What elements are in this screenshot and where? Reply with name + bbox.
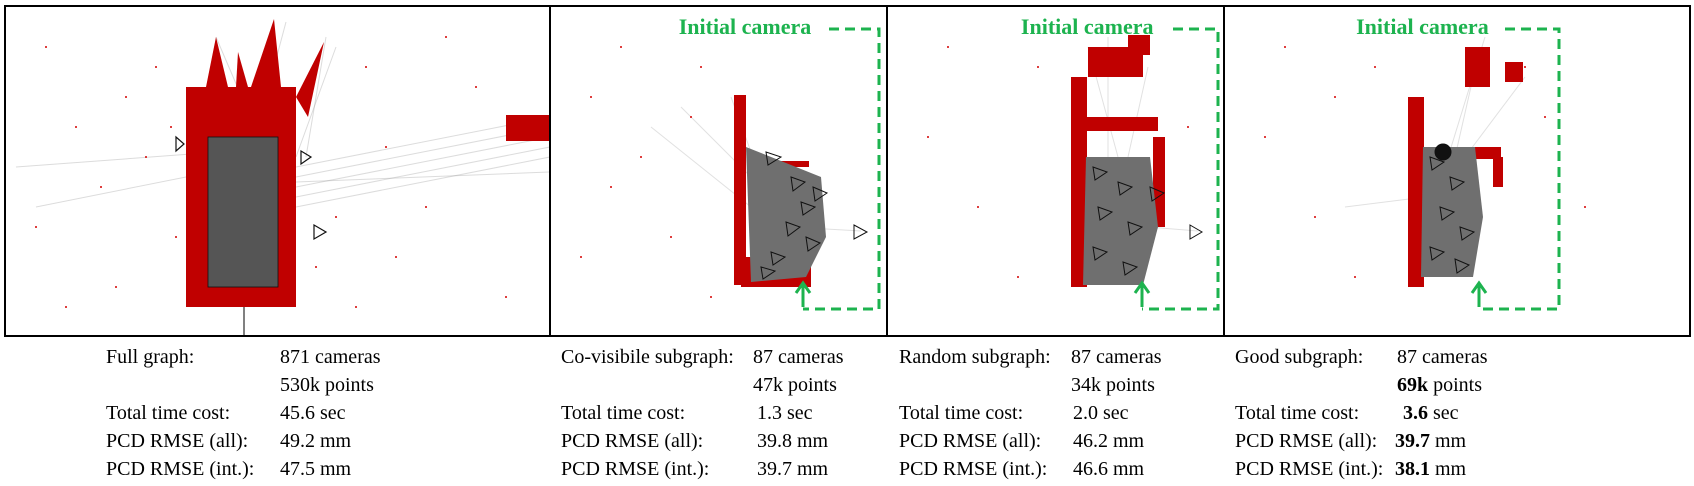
caption-rmse-all: mm — [1430, 430, 1467, 452]
caption-rmse-int-label: PCD RMSE (int.): — [106, 458, 255, 480]
figure-strip: Initial camera — [4, 5, 1691, 337]
camera-cluster — [1421, 147, 1484, 277]
initial-camera-box — [1479, 27, 1561, 311]
caption-rmse-int: mm — [1430, 458, 1467, 480]
caption-time-bold: 3.6 — [1403, 402, 1428, 424]
caption-rmse-all-bold: 39.7 — [1395, 430, 1430, 452]
initial-camera-label: Initial camera — [1020, 14, 1154, 39]
initial-camera-label: Initial camera — [1356, 14, 1489, 39]
caption-rmse-int: 39.7 mm — [757, 458, 829, 480]
camera-cluster — [1082, 157, 1158, 285]
panel-full-graph — [6, 7, 549, 335]
caption-time-label: Total time cost: — [1235, 402, 1360, 424]
caption-cameras: 87 cameras — [1071, 346, 1162, 368]
panel-good-subgraph: Initial camera — [1223, 7, 1689, 335]
caption-rmse-all: 49.2 mm — [280, 430, 352, 452]
caption-rmse-all-label: PCD RMSE (all): — [899, 430, 1042, 452]
panel-random-subgraph: Initial camera — [885, 7, 1223, 335]
point-cloud-covisible — [579, 27, 881, 311]
initial-camera-box — [802, 27, 881, 311]
caption-title: Random subgraph: — [899, 346, 1051, 368]
initial-camera-arrow — [1133, 280, 1151, 307]
caption-rmse-int: 46.6 mm — [1073, 458, 1145, 480]
initial-camera-box — [1141, 27, 1220, 311]
caption-covisible-subgraph: Co-visibile subgraph: 87 cameras 47k poin… — [561, 343, 881, 483]
caption-rmse-int: 47.5 mm — [280, 458, 352, 480]
caption-time: sec — [1428, 402, 1459, 424]
panel-covisible-subgraph: Initial camera — [548, 7, 886, 335]
caption-rmse-int-label: PCD RMSE (int.): — [899, 458, 1048, 480]
caption-cameras: 87 cameras — [753, 346, 844, 368]
caption-title: Co-visibile subgraph: — [561, 346, 734, 368]
camera-cluster — [207, 136, 279, 288]
caption-rmse-all-label: PCD RMSE (all): — [561, 430, 704, 452]
initial-camera-arrow — [794, 280, 811, 307]
caption-time: 45.6 sec — [280, 402, 346, 424]
caption-rmse-all-label: PCD RMSE (all): — [106, 430, 249, 452]
caption-rmse-int-label: PCD RMSE (int.): — [1235, 458, 1384, 480]
caption-points: 47k points — [753, 374, 837, 396]
caption-title: Full graph: — [106, 346, 195, 368]
caption-points: points — [1428, 374, 1483, 396]
caption-time: 2.0 sec — [1073, 402, 1129, 424]
caption-time-label: Total time cost: — [561, 402, 686, 424]
caption-rmse-all: 46.2 mm — [1073, 430, 1145, 452]
caption-rmse-int-label: PCD RMSE (int.): — [561, 458, 710, 480]
caption-points: 34k points — [1071, 374, 1155, 396]
caption-points-bold: 69k — [1397, 374, 1429, 396]
point-cloud-good — [1264, 27, 1587, 311]
initial-camera-arrow — [1470, 280, 1488, 307]
caption-cameras: 871 cameras — [280, 346, 381, 368]
caption-random-subgraph: Random subgraph: 87 cameras 34k points To… — [899, 343, 1219, 483]
camera-cluster — [745, 147, 826, 282]
camera-markers — [175, 135, 328, 241]
caption-rmse-all-label: PCD RMSE (all): — [1235, 430, 1378, 452]
caption-points: 530k points — [280, 374, 374, 396]
point-cloud-full-graph — [15, 19, 549, 335]
caption-title: Good subgraph: — [1235, 346, 1364, 368]
caption-rmse-int-bold: 38.1 — [1395, 458, 1430, 480]
caption-time-label: Total time cost: — [899, 402, 1024, 424]
caption-cameras: 87 cameras — [1397, 346, 1488, 368]
caption-time: 1.3 sec — [757, 402, 813, 424]
scattered-points — [35, 36, 507, 308]
caption-time-label: Total time cost: — [106, 402, 231, 424]
caption-full-graph: Full graph: 871 cameras 530k points Total… — [106, 343, 426, 483]
point-cloud-random — [926, 27, 1220, 311]
caption-rmse-all: 39.8 mm — [757, 430, 829, 452]
caption-good-subgraph: Good subgraph: 87 cameras 69k points Tota… — [1235, 343, 1555, 483]
initial-camera-label: Initial camera — [678, 14, 812, 39]
